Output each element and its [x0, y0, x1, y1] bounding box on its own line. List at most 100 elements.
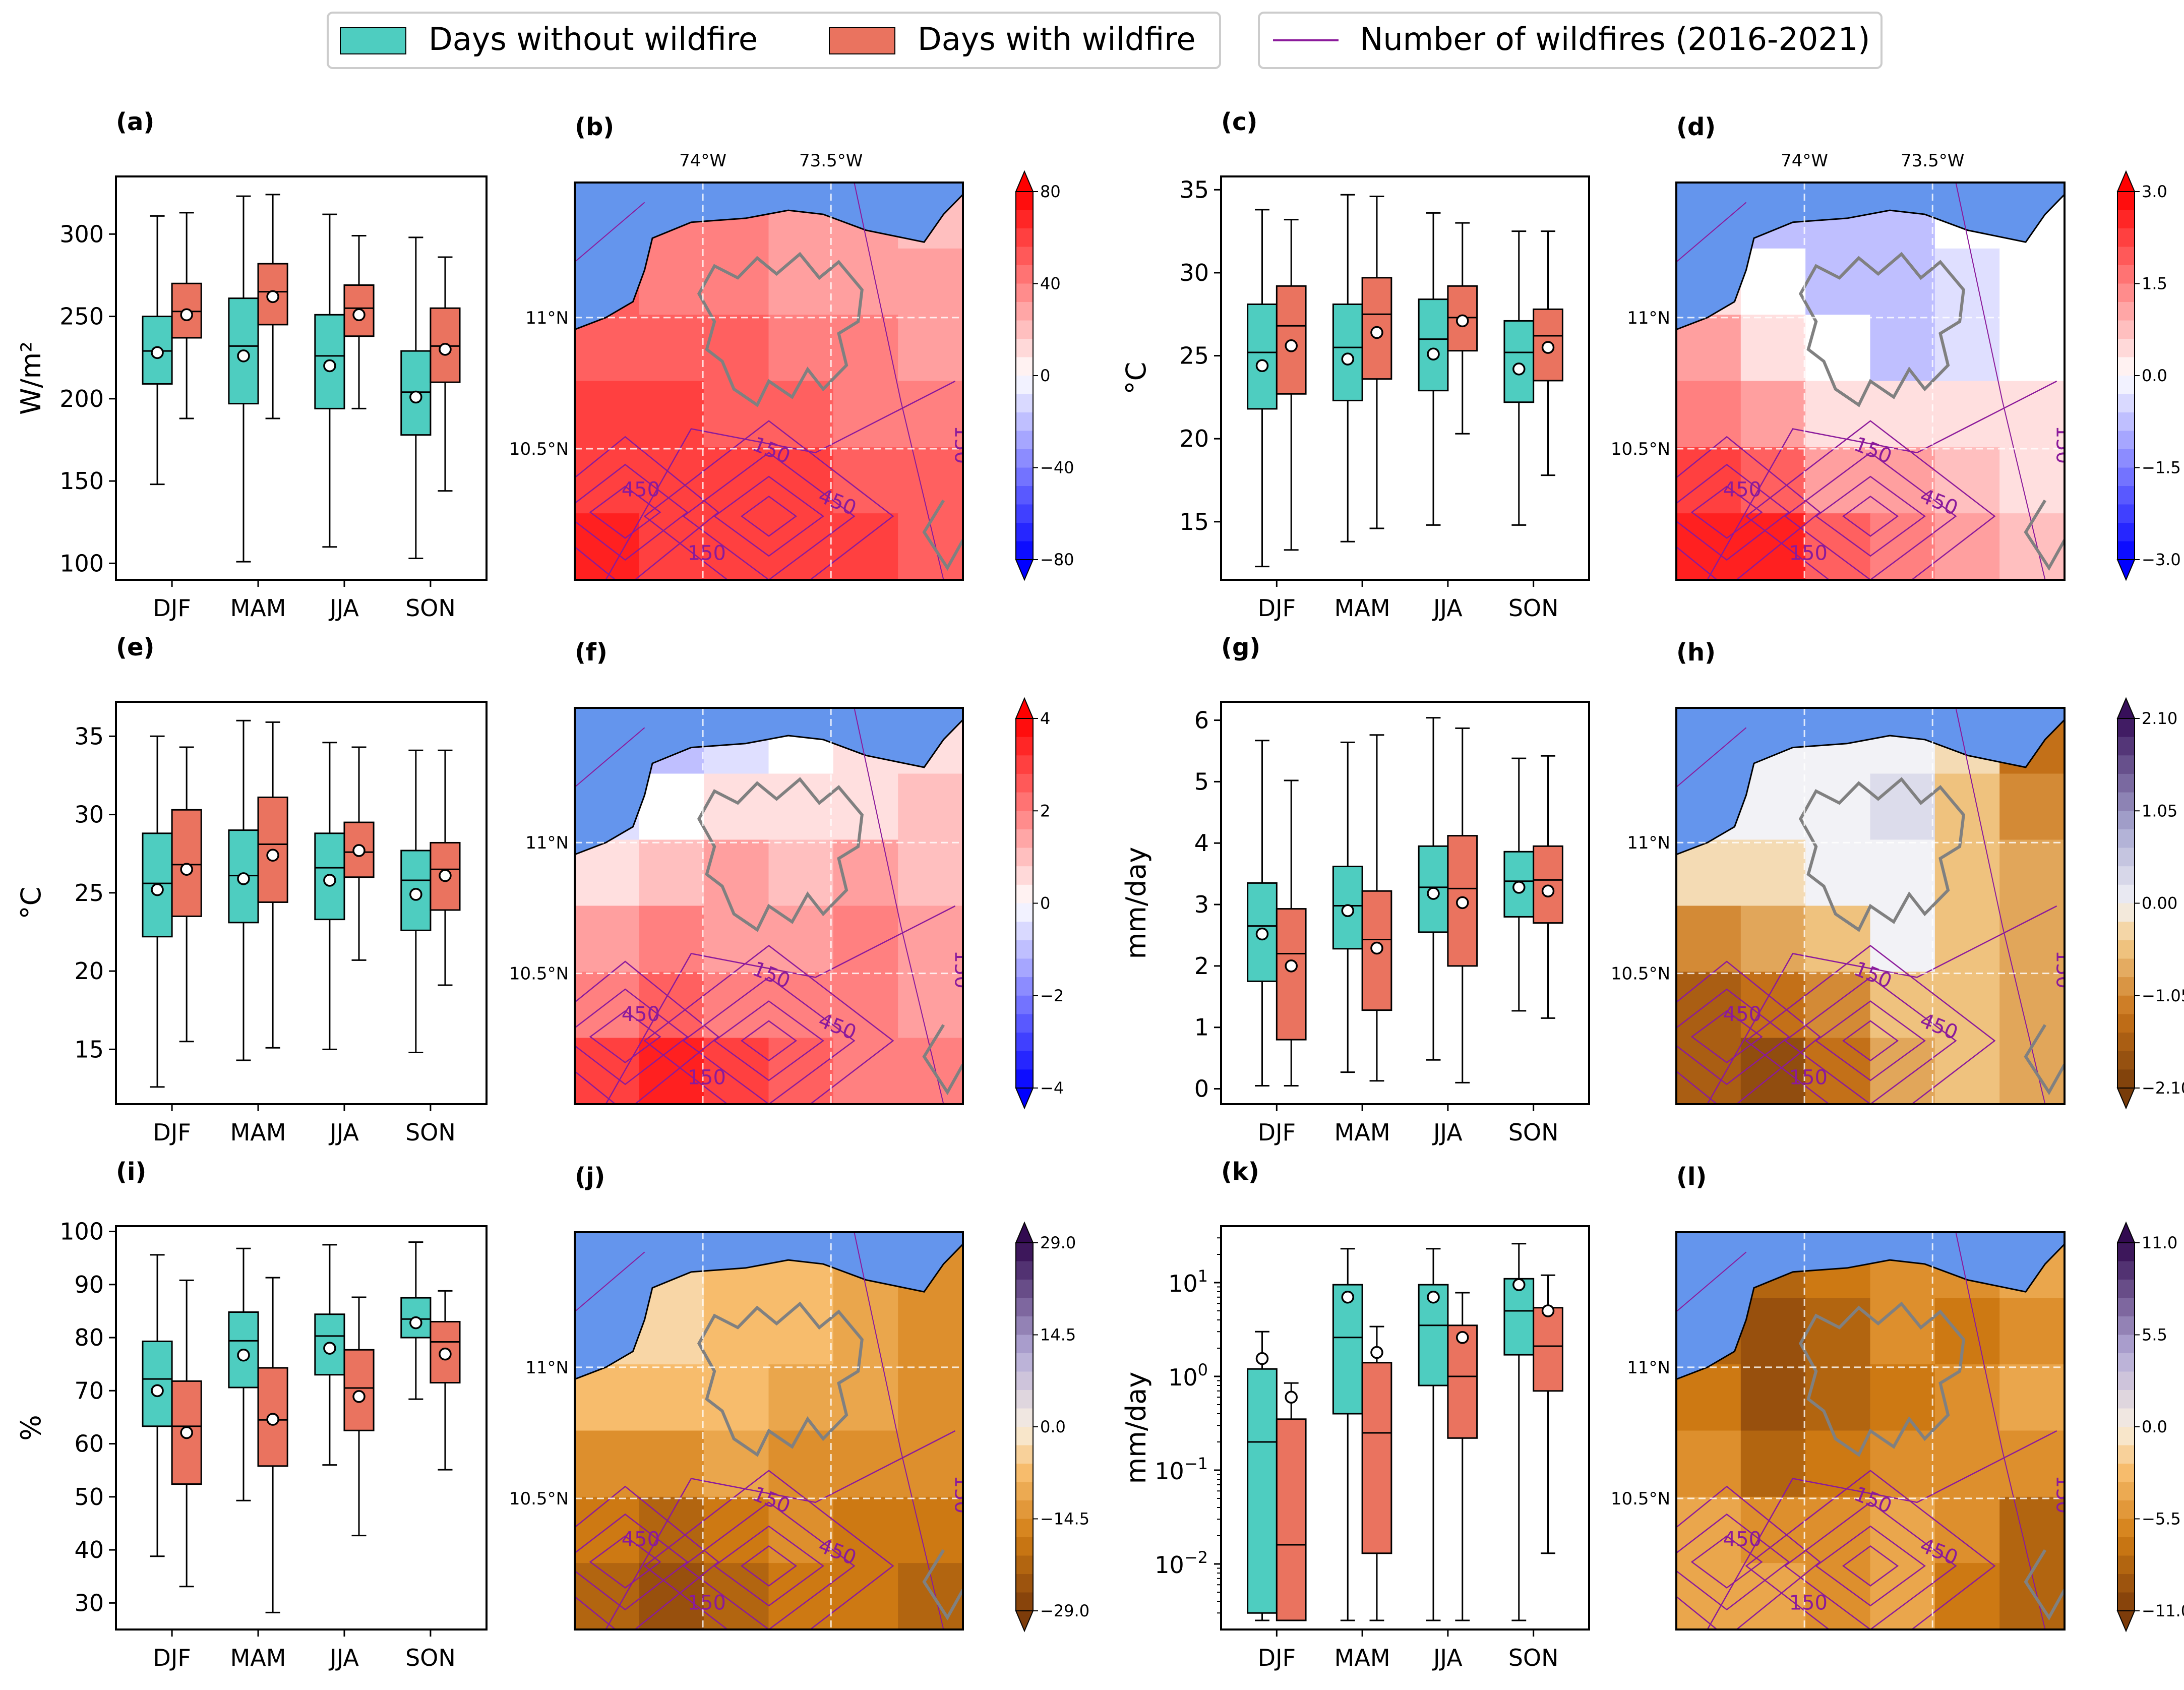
mean-marker [266, 849, 279, 862]
boxplot-panel-c: 15 20 25 30 35 DJF MAM JJA SON °C (c) [1120, 108, 1590, 622]
field-cell [1934, 972, 2000, 1039]
contour-ring-west [1676, 1485, 1821, 1629]
colorbar-level [2117, 504, 2135, 523]
colorbar-tick-label: 40 [1040, 274, 1061, 293]
colorbar-level [2117, 811, 2135, 830]
y-tick-label: 300 [59, 220, 104, 248]
colorbar-level [1016, 1408, 1033, 1427]
contour-label: 150 [2052, 1475, 2075, 1514]
contour-line-east [854, 183, 944, 580]
colorbar-tick-label: 3.0 [2142, 182, 2167, 201]
mean-marker [1285, 959, 1298, 973]
field-cell [639, 773, 705, 840]
map-frame-d [1675, 182, 2066, 581]
colorbar-level [2117, 1574, 2135, 1593]
colorbar-level [1016, 376, 1033, 395]
mean-marker [237, 349, 250, 363]
box-with-DJF [1276, 1382, 1307, 1621]
colorbar-level [1016, 504, 1033, 523]
field-cell [1870, 513, 1935, 580]
colorbar-level [2117, 1353, 2135, 1372]
box-iqr [1503, 320, 1535, 403]
field-cell [1999, 1496, 2065, 1564]
contour-ring-east [1784, 1501, 1957, 1629]
mean-marker [237, 872, 250, 885]
plot-area-i [142, 1241, 461, 1613]
field-cell [1740, 1298, 1806, 1365]
field-cell [1870, 1038, 1935, 1104]
boxplot-panel-i: 30 40 50 60 70 80 90 100 DJF MAM JJA SON% (i) [15, 1158, 488, 1671]
colorbar-level [1016, 1014, 1033, 1034]
contour-ring-west [1690, 1010, 1763, 1064]
field-cell [833, 1430, 899, 1497]
mean-marker [1285, 1391, 1298, 1404]
x-tick-label: JJA [328, 1119, 359, 1146]
plot-area-k [1247, 1243, 1563, 1621]
y-tick-label: 35 [74, 722, 104, 750]
contour-ring-east [1745, 420, 1996, 580]
contour-ring-east [1842, 1020, 1899, 1062]
colorbar-tick-label: 2 [1040, 801, 1050, 820]
colorbar-level [2117, 1500, 2135, 1520]
box-without-JJA [1418, 1248, 1449, 1621]
colorbar-level [2117, 1592, 2135, 1611]
region-outline-east [2024, 1549, 2065, 1621]
colorbar-level [1016, 339, 1033, 358]
mean-marker [180, 308, 193, 322]
contour-ring-west [1690, 1535, 1763, 1589]
field-cell [898, 315, 963, 382]
field-cell [833, 248, 899, 316]
box-iqr [1332, 1284, 1363, 1415]
colorbar-tick-label: −40 [1040, 458, 1074, 477]
x-tick-label: DJF [153, 1644, 191, 1671]
colorbar-level [1016, 811, 1033, 830]
contour-ring-west [1676, 960, 1821, 1104]
colorbar-tick-label: 0 [1040, 894, 1050, 913]
y-tick-label: 100 [1168, 1360, 1208, 1391]
colorbar-tick-label: −3.0 [2142, 550, 2181, 569]
field-cell [1870, 839, 1935, 907]
plot-area-a [142, 194, 461, 563]
field-cell [1934, 447, 2000, 514]
field-cell [1870, 1298, 1935, 1365]
field-cell [833, 1038, 899, 1104]
legend-label-without: Days without wildfire [429, 21, 758, 57]
contour-ring-west [589, 1535, 661, 1589]
x-tick-label: MAM [1334, 594, 1390, 622]
colorbar-level [2117, 486, 2135, 505]
y-axis-label: % [15, 1415, 47, 1440]
colorbar-level [2117, 192, 2135, 211]
contour-ring-west [575, 436, 719, 580]
box-with-JJA [343, 235, 375, 409]
colorbar-level [1016, 431, 1033, 450]
sea-area [575, 183, 963, 331]
x-tick-label: DJF [153, 594, 191, 622]
contour-ring-east [682, 1501, 856, 1629]
box-iqr [1503, 1278, 1535, 1356]
field-cell [1870, 1430, 1935, 1497]
contour-line-150 [1707, 1430, 2057, 1629]
contour-line-nw [575, 1251, 645, 1312]
lat-label: 10.5°N [1611, 964, 1670, 984]
box-without-MAM [1332, 1248, 1363, 1621]
colorbar-tick-label: 0.0 [2142, 1417, 2167, 1436]
contour-ring-east [1784, 976, 1957, 1104]
contour-ring-west [575, 960, 719, 1104]
y-tick-label: 101 [1168, 1266, 1208, 1297]
colorbar-level [2117, 940, 2135, 959]
x-tick-label: JJA [1432, 594, 1463, 622]
colorbar-tick-label: −4 [1040, 1078, 1064, 1098]
contour-label: 150 [950, 950, 974, 989]
box-with-SON [1533, 1274, 1563, 1554]
mean-marker [352, 1390, 366, 1403]
plot-area-c [1247, 194, 1563, 568]
colorbar-l: 11.0 5.5 0.0 −5.5 −11.0 [2116, 1221, 2184, 1633]
box-without-MAM [228, 719, 259, 1061]
contour-label: 450 [622, 1528, 660, 1551]
field-cell [833, 839, 899, 907]
y-tick-label: 70 [74, 1377, 104, 1404]
